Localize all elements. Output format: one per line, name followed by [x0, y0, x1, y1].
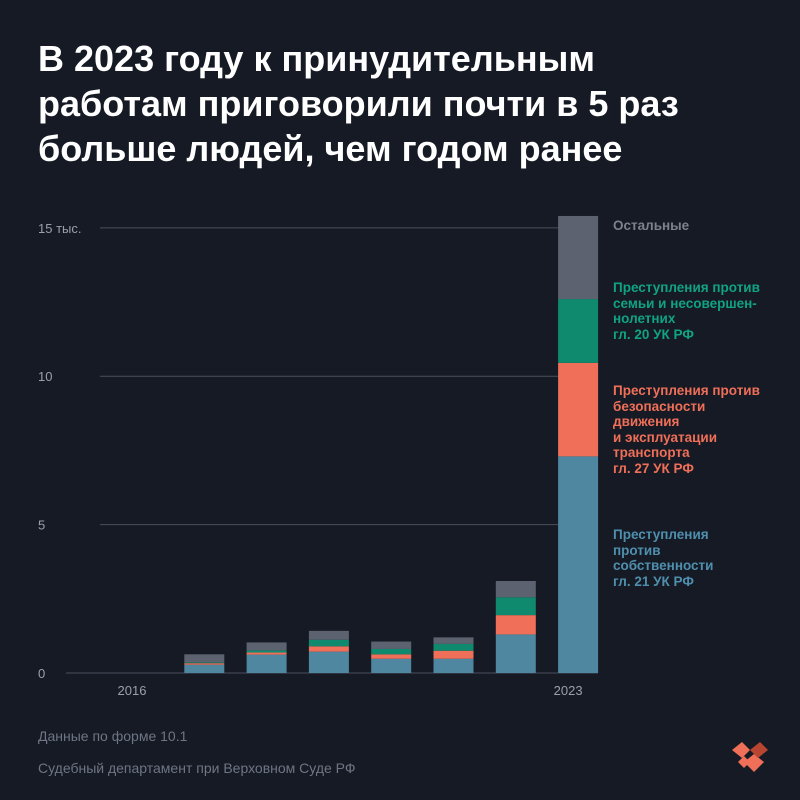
- bar-segment: [433, 658, 474, 673]
- bar-segment: [246, 642, 287, 651]
- legend-line: и эксплуатации: [613, 429, 717, 445]
- bar-segment: [308, 639, 349, 647]
- bar-segment: [558, 456, 599, 673]
- y-tick-label: 0: [38, 666, 45, 681]
- bar-segment: [246, 652, 287, 655]
- bar-segment: [371, 648, 412, 655]
- x-tick-label: 2016: [118, 683, 147, 698]
- bar-segment: [558, 362, 599, 457]
- legend-item-property: Преступления против собственности гл. 21…: [613, 527, 713, 589]
- source-note: Данные по форме 10.1: [38, 728, 188, 744]
- legend-item-family: Преступления против семьи и несовершен- …: [613, 280, 760, 342]
- bar-segment: [246, 654, 287, 673]
- legend-line: транспорта: [613, 445, 690, 460]
- bars-layer: [184, 215, 599, 673]
- legend-line: гл. 21 УК РФ: [613, 573, 694, 589]
- legend-line: против: [613, 542, 661, 558]
- legend-line: Преступления против: [613, 280, 760, 295]
- bar-segment: [433, 650, 474, 659]
- legend-line: Остальные: [613, 218, 690, 233]
- legend-line: Преступления против: [613, 383, 760, 398]
- bar-segment: [433, 637, 474, 644]
- bar-segment: [433, 643, 474, 651]
- bar-segment: [371, 641, 412, 649]
- bar-segment: [184, 654, 225, 663]
- bar-segment: [495, 581, 536, 598]
- bar-segment: [495, 597, 536, 616]
- bar-segment: [558, 215, 599, 300]
- x-tick-label: 2023: [554, 683, 583, 698]
- legend-line: гл. 20 УК РФ: [613, 326, 694, 342]
- bar-segment: [308, 630, 349, 640]
- legend-line: собственности: [613, 558, 714, 573]
- bar-segment: [371, 654, 412, 659]
- legend-line: нолетних: [613, 311, 676, 326]
- bar-segment: [308, 651, 349, 673]
- legend-item-traffic: Преступления против безопасности движени…: [613, 383, 760, 476]
- bar-segment: [184, 664, 225, 673]
- bar-segment: [495, 634, 536, 673]
- y-tick-label: 10: [38, 369, 52, 384]
- bar-segment: [371, 658, 412, 673]
- legend-item-other: Остальные: [613, 218, 689, 234]
- labels-layer: 0 5 10 15 тыс. 2016 2023: [38, 221, 583, 698]
- legend-line: семьи и несовершен-: [613, 295, 757, 311]
- y-tick-label: 5: [38, 518, 45, 533]
- bar-segment: [184, 662, 225, 664]
- brand-logo-icon: [732, 742, 768, 772]
- legend-line: гл. 27 УК РФ: [613, 460, 694, 476]
- title-line: В 2023 году к принудительным: [38, 38, 595, 79]
- legend-line: безопасности: [613, 398, 706, 414]
- bar-segment: [308, 646, 349, 652]
- legend-line: Преступления: [613, 527, 709, 542]
- bar-segment: [246, 650, 287, 653]
- bar-segment: [495, 615, 536, 635]
- y-tick-label: 15 тыс.: [38, 221, 81, 236]
- source-attribution: Судебный департамент при Верховном Суде …: [38, 760, 356, 776]
- bar-segment: [184, 663, 225, 665]
- bar-segment: [558, 299, 599, 363]
- title-line: работам приговорили почти в 5 раз: [38, 83, 679, 124]
- chart-title: В 2023 году к принудительным работам при…: [38, 36, 778, 171]
- legend-line: движения: [613, 414, 680, 429]
- title-line: больше людей, чем годом ранее: [38, 128, 623, 169]
